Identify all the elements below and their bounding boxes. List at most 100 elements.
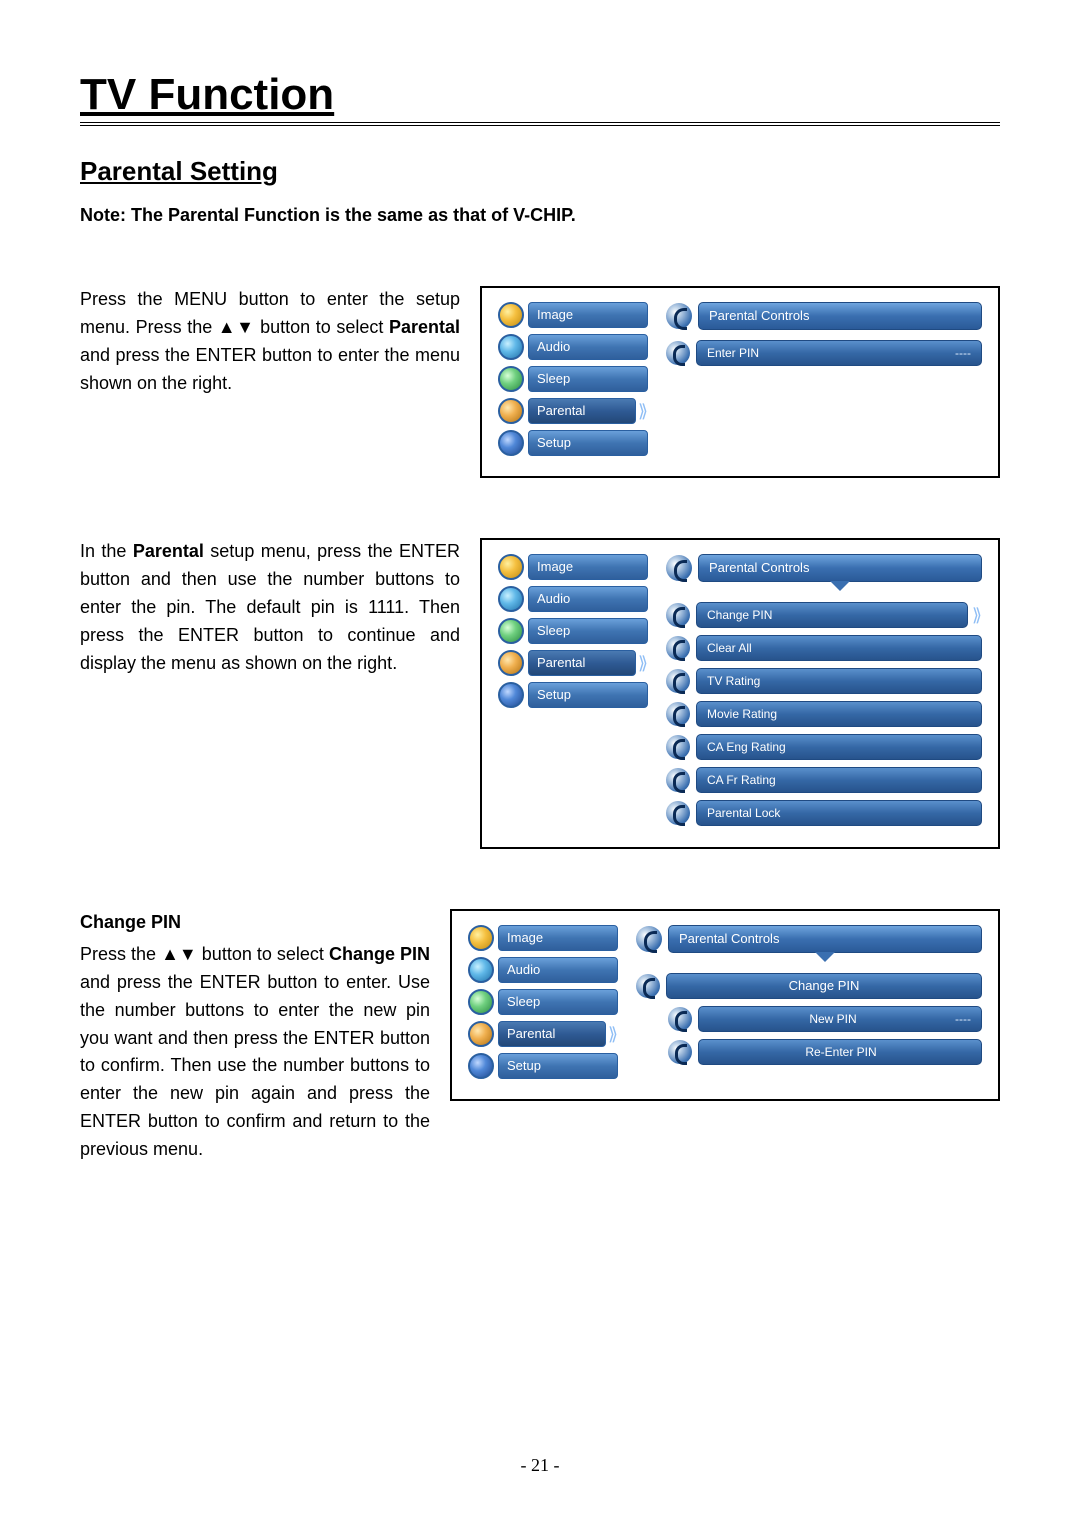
tv-menu-item-image[interactable]: Image [468, 925, 618, 951]
paragraph-body: Press the MENU button to enter the setup… [80, 286, 460, 398]
sub-header-label: Change PIN [666, 973, 982, 999]
option-icon [666, 636, 690, 660]
option-row[interactable]: CA Fr Rating [666, 767, 982, 793]
parental-menu-icon [498, 650, 524, 676]
option-icon [666, 702, 690, 726]
tv-menu-item-setup[interactable]: Setup [498, 430, 648, 456]
audio-menu-icon [498, 334, 524, 360]
tv-menu-item-label: Sleep [498, 989, 618, 1015]
dropdown-arrow-icon [815, 952, 835, 962]
tv-menu-item-parental[interactable]: Parental⟫ [498, 650, 648, 676]
screenshot-figure: Image Audio Sleep Parental⟫ Setup Parental Co… [450, 909, 1000, 1101]
option-row[interactable]: Clear All [666, 635, 982, 661]
sleep-menu-icon [498, 618, 524, 644]
option-label: TV Rating [696, 668, 982, 694]
tv-menu-item-label: Image [528, 302, 648, 328]
tv-osd-screenshot: Image Audio Sleep Parental⟫ Setup Parental Co… [450, 909, 1000, 1101]
option-row[interactable]: TV Rating [666, 668, 982, 694]
option-label: CA Fr Rating [696, 767, 982, 793]
tv-osd-screenshot: ImageAudioSleepParental⟫SetupParental Co… [480, 538, 1000, 849]
tv-menu-item-label: Sleep [528, 618, 648, 644]
tv-menu-item-label: Parental [498, 1021, 606, 1047]
tv-menu-item-label: Audio [498, 957, 618, 983]
option-icon [666, 669, 690, 693]
tv-menu-item-image[interactable]: Image [498, 554, 648, 580]
option-row[interactable]: Re-Enter PIN [668, 1039, 982, 1065]
options-panel: Parental Controls Change PIN New PIN---- Re… [636, 925, 982, 1072]
tv-menu-item-label: Parental [528, 650, 636, 676]
option-row[interactable]: Change PIN⟫ [666, 602, 982, 628]
panel-header-icon [666, 555, 692, 581]
sub-header[interactable]: Change PIN [636, 973, 982, 999]
tv-menu-item-parental[interactable]: Parental⟫ [468, 1021, 618, 1047]
tv-menu-item-sleep[interactable]: Sleep [498, 366, 648, 392]
tv-menu-item-label: Audio [528, 334, 648, 360]
tv-menu-item-label: Setup [528, 682, 648, 708]
tv-menu-item-audio[interactable]: Audio [498, 334, 648, 360]
description-text: Press the MENU button to enter the setup… [80, 286, 480, 398]
option-row[interactable]: Parental Lock [666, 800, 982, 826]
paragraph-heading: Change PIN [80, 909, 430, 937]
content-row: Press the MENU button to enter the setup… [80, 286, 1000, 478]
parental-menu-icon [498, 398, 524, 424]
tv-menu-item-sleep[interactable]: Sleep [498, 618, 648, 644]
option-icon [666, 735, 690, 759]
page: TV Function Parental Setting Note: The P… [0, 0, 1080, 1524]
panel-header[interactable]: Parental Controls [666, 302, 982, 330]
dropdown-arrow-icon [830, 581, 850, 591]
tv-osd-screenshot: Image Audio Sleep Parental⟫ Setup Parental Co… [480, 286, 1000, 478]
option-row[interactable]: Movie Rating [666, 701, 982, 727]
chevron-right-icon: ⟫ [638, 399, 648, 423]
tv-menu-item-label: Audio [528, 586, 648, 612]
tv-menu-item-setup[interactable]: Setup [498, 682, 648, 708]
tv-menu-item-sleep[interactable]: Sleep [468, 989, 618, 1015]
option-label: Re-Enter PIN [698, 1039, 982, 1065]
option-icon [668, 1040, 692, 1064]
audio-menu-icon [468, 957, 494, 983]
panel-header-label: Parental Controls [698, 554, 982, 582]
note-text: Note: The Parental Function is the same … [80, 205, 1000, 226]
tv-menu-item-label: Setup [498, 1053, 618, 1079]
option-label: Change PIN [696, 602, 968, 628]
option-label: New PIN---- [698, 1006, 982, 1032]
tv-menu-list: Image Audio Sleep Parental⟫ Setup [498, 302, 648, 462]
description-text: In the Parental setup menu, press the EN… [80, 538, 480, 677]
sleep-menu-icon [498, 366, 524, 392]
description-text: Change PIN Press the ▲▼ button to select … [80, 909, 450, 1164]
sub-options: New PIN---- Re-Enter PIN [668, 1006, 982, 1065]
paragraph-body: Press the ▲▼ button to select Change PIN… [80, 941, 430, 1164]
option-icon [666, 341, 690, 365]
tv-menu-item-setup[interactable]: Setup [468, 1053, 618, 1079]
tv-menu-item-parental[interactable]: Parental⟫ [498, 398, 648, 424]
screenshot-figure: Image Audio Sleep Parental⟫ Setup Parental Co… [480, 286, 1000, 478]
setup-menu-icon [498, 430, 524, 456]
tv-menu-item-audio[interactable]: Audio [498, 586, 648, 612]
chevron-right-icon: ⟫ [972, 603, 982, 627]
section-title: Parental Setting [80, 156, 1000, 187]
chevron-right-icon: ⟫ [608, 1022, 618, 1046]
option-row[interactable]: New PIN---- [668, 1006, 982, 1032]
chevron-right-icon: ⟫ [638, 651, 648, 675]
tv-menu-item-label: Parental [528, 398, 636, 424]
option-label: Parental Lock [696, 800, 982, 826]
option-row[interactable]: Enter PIN---- [666, 340, 982, 366]
setup-menu-icon [468, 1053, 494, 1079]
tv-menu-item-label: Setup [528, 430, 648, 456]
panel-header[interactable]: Parental Controls [666, 554, 982, 582]
image-menu-icon [468, 925, 494, 951]
paragraph-body: In the Parental setup menu, press the EN… [80, 538, 460, 677]
option-icon [636, 974, 660, 998]
tv-menu-item-label: Image [498, 925, 618, 951]
tv-menu-item-audio[interactable]: Audio [468, 957, 618, 983]
option-label: Enter PIN---- [696, 340, 982, 366]
panel-header-icon [636, 926, 662, 952]
option-row[interactable]: CA Eng Rating [666, 734, 982, 760]
tv-menu-item-image[interactable]: Image [498, 302, 648, 328]
tv-menu-item-label: Sleep [528, 366, 648, 392]
parental-menu-icon [468, 1021, 494, 1047]
options-panel: Parental Controls Change PIN⟫ Clear All TV … [666, 554, 982, 833]
panel-header-label: Parental Controls [698, 302, 982, 330]
option-label: Movie Rating [696, 701, 982, 727]
option-icon [668, 1007, 692, 1031]
panel-header[interactable]: Parental Controls [636, 925, 982, 953]
